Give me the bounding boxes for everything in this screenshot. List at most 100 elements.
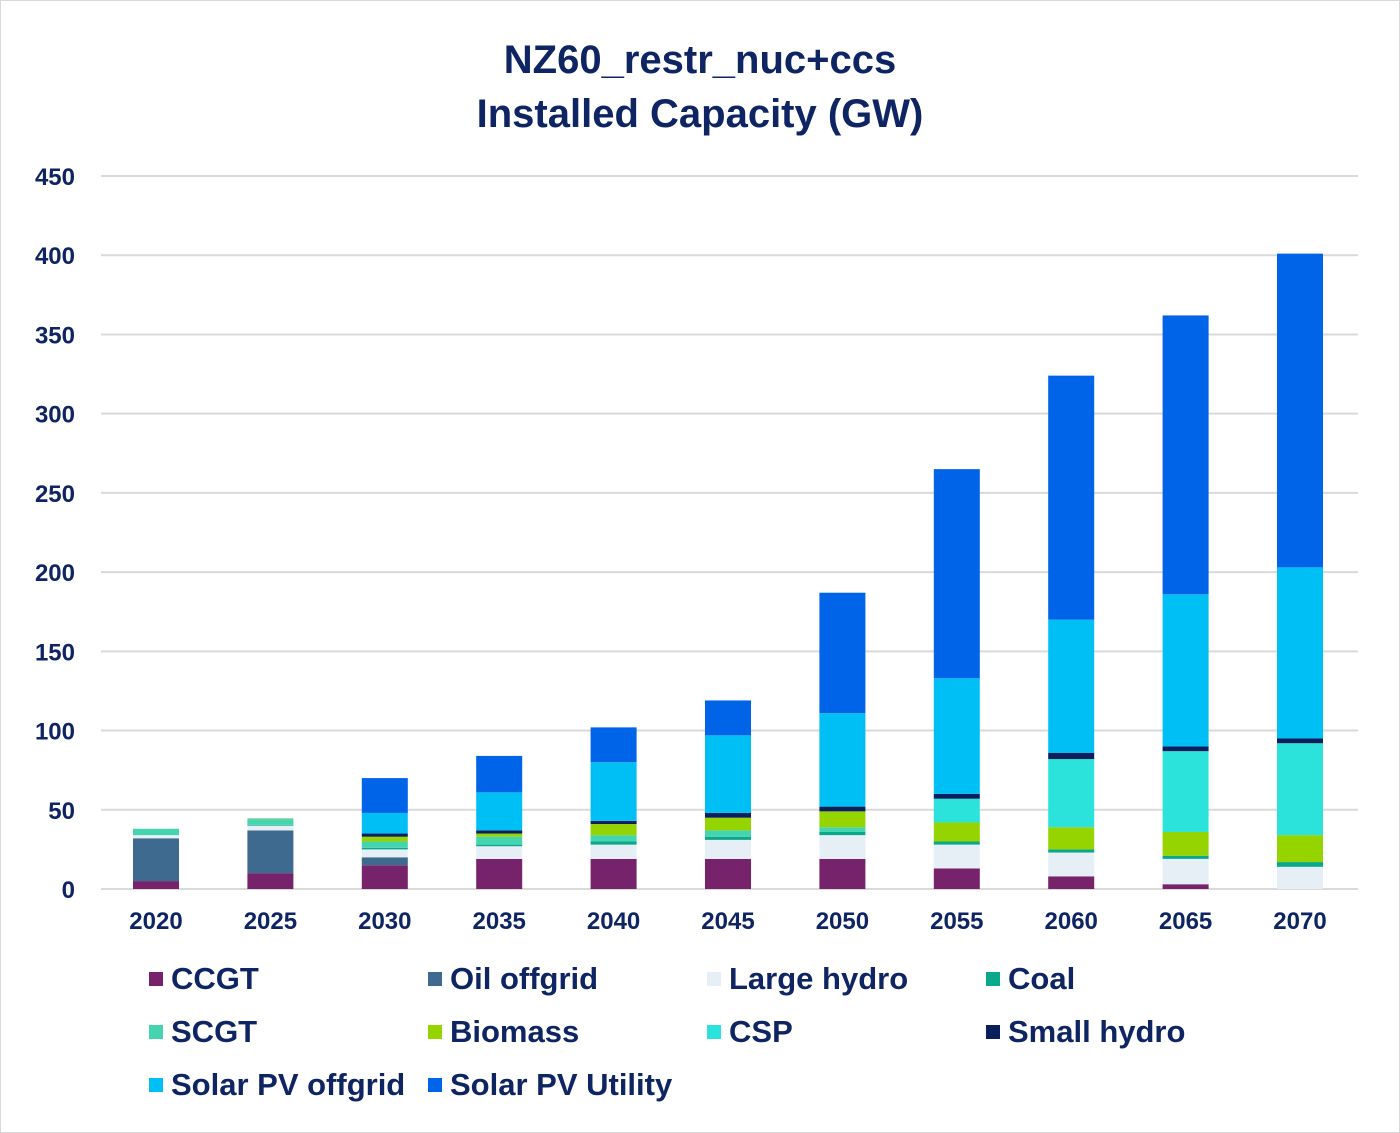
legend-item: Solar PV Utility xyxy=(428,1067,707,1102)
bar-segment-solar-pv-offgrid xyxy=(1162,594,1209,747)
bar-segment-ccgt xyxy=(933,868,980,889)
x-tick-label: 2025 xyxy=(244,908,297,935)
y-tick-label: 350 xyxy=(35,322,75,349)
bar-segment-solar-pv-offgrid xyxy=(1277,567,1323,739)
y-tick-label: 0 xyxy=(62,877,75,904)
bar-segment-csp xyxy=(933,798,980,823)
bar-segment-large-hydro xyxy=(133,835,179,839)
y-tick-label: 250 xyxy=(35,481,75,508)
legend-swatch xyxy=(986,1024,1000,1039)
x-tick-label: 2065 xyxy=(1159,908,1212,935)
subtitle-line: Installed Capacity (GW) xyxy=(476,92,924,136)
bar-segment-large-hydro xyxy=(247,825,294,831)
title-line: NZ60_restr_nuc+ccs xyxy=(503,38,897,82)
y-tick-label: 200 xyxy=(35,560,75,587)
bar-segment-oil-offgrid xyxy=(247,830,294,874)
legend-item: SCGT xyxy=(149,1014,428,1049)
legend-swatch xyxy=(428,1024,442,1039)
bar-segment-scgt xyxy=(476,836,523,845)
bar-segment-ccgt xyxy=(819,858,866,889)
bar-segment-solar-pv-utility xyxy=(590,727,637,763)
legend-label: Oil offgrid xyxy=(450,960,599,996)
bar-segment-large-hydro xyxy=(1048,852,1095,877)
bar-segment-small-hydro xyxy=(476,830,523,834)
x-tick-label: 2035 xyxy=(473,908,526,935)
y-tick-label: 100 xyxy=(35,719,75,746)
bar-segment-small-hydro xyxy=(819,806,866,812)
bar-segment-small-hydro xyxy=(1048,752,1095,760)
bar-segment-biomass xyxy=(590,824,637,836)
bar-segment-ccgt xyxy=(247,873,294,889)
x-tick-label: 2030 xyxy=(358,908,411,935)
legend-label: Solar PV offgrid xyxy=(171,1066,406,1102)
bar-segment-solar-pv-offgrid xyxy=(247,818,294,820)
bar-segment-solar-pv-utility xyxy=(1048,375,1095,620)
bar-segment-scgt xyxy=(133,828,179,836)
legend-swatch xyxy=(707,1024,721,1039)
bar-segment-ccgt xyxy=(1162,884,1209,889)
bar-segment-large-hydro xyxy=(1162,858,1209,885)
bar-segment-coal xyxy=(819,831,866,836)
bar-segment-solar-pv-offgrid xyxy=(476,792,523,831)
bar-segment-small-hydro xyxy=(1162,746,1209,752)
legend-swatch xyxy=(986,971,1000,986)
bar-segment-coal xyxy=(705,836,751,840)
y-tick-label: 300 xyxy=(35,402,75,429)
x-tick-label: 2040 xyxy=(587,908,640,935)
bar-segment-biomass xyxy=(247,819,294,821)
bar-segment-biomass xyxy=(361,836,408,842)
bar-segment-coal xyxy=(1277,862,1323,867)
bar-segment-biomass xyxy=(933,822,980,842)
bar-segment-large-hydro xyxy=(1277,866,1323,889)
bar-segment-solar-pv-utility xyxy=(819,592,866,714)
legend-swatch xyxy=(707,971,721,986)
bar-segment-solar-pv-offgrid xyxy=(819,713,866,807)
bar-segment-large-hydro xyxy=(819,835,866,859)
legend-item: Oil offgrid xyxy=(428,961,707,996)
bar-segment-biomass xyxy=(1162,831,1209,856)
legend-item: Large hydro xyxy=(707,961,986,996)
bar-segment-solar-pv-utility xyxy=(361,778,408,813)
bar-segment-solar-pv-utility xyxy=(1277,253,1323,568)
bar-segment-solar-pv-offgrid xyxy=(1048,619,1095,753)
bar-segment-csp xyxy=(1048,759,1095,828)
legend-label: Biomass xyxy=(450,1013,580,1049)
bar-segment-small-hydro xyxy=(361,833,408,837)
bar-segment-coal xyxy=(1048,849,1095,853)
y-tick-label: 400 xyxy=(35,243,75,270)
bar-segment-ccgt xyxy=(705,858,751,889)
bar-segment-oil-offgrid xyxy=(133,838,179,882)
x-tick-label: 2070 xyxy=(1273,908,1326,935)
y-tick-label: 450 xyxy=(35,164,75,191)
bar-segment-solar-pv-utility xyxy=(1162,315,1209,595)
bar-segment-ccgt xyxy=(361,865,408,889)
bar-segment-coal xyxy=(1162,855,1209,859)
legend-label: Solar PV Utility xyxy=(450,1066,673,1102)
bar-segment-small-hydro xyxy=(590,820,637,825)
legend-label: CSP xyxy=(729,1013,793,1049)
bar-segment-ccgt xyxy=(476,858,523,889)
bar-segment-ccgt xyxy=(133,881,179,889)
x-tick-label: 2055 xyxy=(930,908,983,935)
bar-segment-solar-pv-utility xyxy=(705,700,751,736)
bar-segment-solar-pv-offgrid xyxy=(590,762,637,821)
legend-label: SCGT xyxy=(171,1013,258,1049)
legend-swatch xyxy=(149,971,163,986)
bar-segment-csp xyxy=(1162,751,1209,832)
bar-segment-coal xyxy=(476,844,523,847)
bar-segment-solar-pv-offgrid xyxy=(361,812,408,834)
bar-segment-scgt xyxy=(705,830,751,837)
bar-segment-solar-pv-offgrid xyxy=(933,678,980,794)
legend-label: Coal xyxy=(1008,960,1076,996)
legend-item: Coal xyxy=(986,961,1265,996)
x-tick-label: 2050 xyxy=(816,908,869,935)
x-tick-label: 2060 xyxy=(1045,908,1098,935)
bar-segment-scgt xyxy=(247,820,294,825)
y-tick-label: 150 xyxy=(35,639,75,666)
bar-segment-coal xyxy=(247,824,294,826)
chart-title: NZ60_restr_nuc+ccs Installed Capacity (G… xyxy=(1,33,1399,141)
legend-item: CSP xyxy=(707,1014,986,1049)
legend-label: Large hydro xyxy=(729,960,909,996)
